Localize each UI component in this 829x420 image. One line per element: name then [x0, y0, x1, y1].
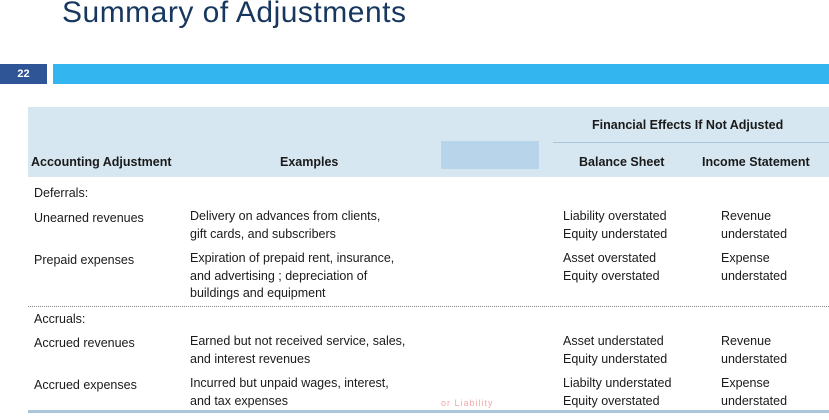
- row-income-statement-line: understated: [721, 268, 788, 283]
- slide-title: Summary of Adjustments: [62, 0, 407, 29]
- row-balance-sheet-line: Liability overstated: [563, 209, 667, 223]
- row-examples-line: and advertising ; depreciation of: [190, 268, 368, 283]
- row-income-statement-line: Revenue: [721, 209, 772, 223]
- row-balance-sheet-line: Liabilty understated: [563, 376, 672, 390]
- row-balance-sheet-line: Equity overstated: [563, 268, 660, 283]
- slide-number: 22: [0, 64, 47, 84]
- row-balance-sheet-line: Equity overstated: [563, 393, 660, 408]
- row-income-statement-line: understated: [721, 351, 788, 366]
- row-examples-line: Earned but not received service, sales,: [190, 334, 406, 348]
- row-examples-line: Expiration of prepaid rent, insurance,: [190, 251, 395, 265]
- section-label-deferrals: Deferrals:: [34, 186, 89, 200]
- header-group-divider: [553, 142, 829, 143]
- row-examples-line: and interest revenues: [190, 351, 311, 366]
- row-income-statement-line: understated: [721, 393, 788, 408]
- row-income-statement-line: understated: [721, 226, 788, 241]
- table-bottom-rule: [28, 410, 829, 413]
- column-header-income-statement: Income Statement: [702, 155, 810, 169]
- column-header-examples: Examples: [280, 155, 339, 169]
- faint-note: or Liability: [441, 398, 494, 408]
- row-examples-line: and tax expenses: [190, 393, 288, 408]
- row-examples-line: gift cards, and subscribers: [190, 226, 336, 241]
- header-highlight-box: [441, 141, 539, 169]
- row-examples-line: buildings and equipment: [190, 286, 326, 300]
- row-adjustment: Accrued expenses: [34, 378, 137, 392]
- section-label-accruals: Accruals:: [34, 312, 86, 326]
- title-accent-bar: [53, 64, 829, 84]
- row-income-statement-line: Revenue: [721, 334, 772, 348]
- row-adjustment: Unearned revenues: [34, 211, 144, 225]
- row-income-statement-line: Expense: [721, 251, 770, 265]
- section-divider: [28, 306, 829, 307]
- column-header-balance-sheet: Balance Sheet: [579, 155, 665, 169]
- row-adjustment: Prepaid expenses: [34, 253, 135, 267]
- row-examples-line: Delivery on advances from clients,: [190, 209, 381, 223]
- row-balance-sheet-line: Equity understated: [563, 226, 668, 241]
- group-header-financial-effects: Financial Effects If Not Adjusted: [592, 118, 784, 132]
- row-income-statement-line: Expense: [721, 376, 770, 390]
- row-adjustment: Accrued revenues: [34, 336, 135, 350]
- row-balance-sheet-line: Asset understated: [563, 334, 664, 348]
- row-balance-sheet-line: Equity understated: [563, 351, 668, 366]
- row-examples-line: Incurred but unpaid wages, interest,: [190, 376, 389, 390]
- column-header-adjustment: Accounting Adjustment: [31, 155, 172, 169]
- row-balance-sheet-line: Asset overstated: [563, 251, 657, 265]
